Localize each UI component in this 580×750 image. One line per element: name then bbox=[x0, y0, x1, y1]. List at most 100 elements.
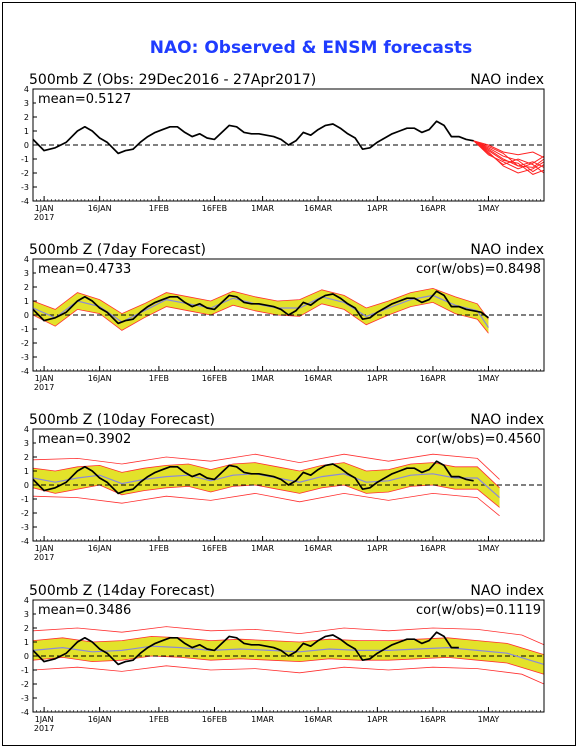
x-tick-label: 16APR bbox=[420, 715, 446, 724]
x-tick-label: 1APR bbox=[367, 715, 388, 724]
panel-left-label: 500mb Z (14day Forecast) bbox=[29, 583, 215, 599]
x-tick-label: 1MAR bbox=[251, 715, 274, 724]
x-tick-label: 1JAN bbox=[35, 204, 54, 213]
y-tick-label: 0 bbox=[24, 311, 29, 320]
observed-line bbox=[32, 460, 474, 495]
panel-left-label: 500mb Z (10day Forecast) bbox=[29, 412, 215, 428]
y-tick-label: -4 bbox=[21, 367, 29, 376]
y-tick-label: 2 bbox=[24, 624, 29, 633]
x-tick-label: 16APR bbox=[420, 204, 446, 213]
mean-label-bg bbox=[36, 261, 144, 276]
y-tick-label: -3 bbox=[21, 694, 29, 703]
y-tick-label: 4 bbox=[24, 255, 29, 264]
panel-left-label: 500mb Z (7day Forecast) bbox=[29, 242, 206, 258]
panel-3: 500mb Z (10day Forecast) NAO index 4 3 2 1 0 -1… bbox=[21, 412, 545, 562]
x-tick-label: 1MAY bbox=[478, 204, 500, 213]
y-tick-label: -3 bbox=[21, 353, 29, 362]
x-tick-label: 16APR bbox=[420, 374, 446, 383]
observed-line bbox=[32, 631, 459, 666]
mean-label: mean=0.4733 bbox=[38, 262, 131, 277]
mean-label: mean=0.5127 bbox=[38, 92, 131, 107]
x-tick-label: 1MAY bbox=[478, 715, 500, 724]
mean-label: mean=0.3486 bbox=[38, 603, 131, 618]
ensemble-member-line bbox=[473, 140, 545, 170]
x-year-label: 2017 bbox=[34, 724, 54, 733]
x-tick-label: 1FEB bbox=[149, 374, 169, 383]
y-tick-label: 3 bbox=[24, 439, 29, 448]
x-tick-label: 16FEB bbox=[202, 374, 227, 383]
spread-outer-upper-line bbox=[32, 626, 545, 646]
x-tick-label: 1JAN bbox=[35, 374, 54, 383]
x-tick-label: 16FEB bbox=[202, 204, 227, 213]
y-tick-label: 1 bbox=[24, 297, 29, 306]
x-tick-label: 1MAR bbox=[251, 544, 274, 553]
y-tick-label: -2 bbox=[21, 509, 29, 518]
x-tick-label: 16APR bbox=[420, 544, 446, 553]
chart-title: NAO: Observed & ENSM forecasts bbox=[150, 38, 472, 58]
x-tick-label: 16MAR bbox=[304, 204, 333, 213]
y-tick-label: 1 bbox=[24, 127, 29, 136]
x-tick-label: 1JAN bbox=[35, 715, 54, 724]
y-tick-label: -1 bbox=[21, 325, 29, 334]
y-tick-label: 0 bbox=[24, 652, 29, 661]
y-tick-label: 4 bbox=[24, 85, 29, 94]
observed-line bbox=[32, 290, 489, 325]
spread-band-lower-edge bbox=[32, 655, 545, 675]
y-tick-label: -4 bbox=[21, 708, 29, 717]
x-tick-label: 1APR bbox=[367, 544, 388, 553]
spread-band-upper-edge bbox=[32, 462, 500, 489]
x-year-label: 2017 bbox=[34, 553, 54, 562]
spread-band-lower-edge bbox=[32, 484, 500, 508]
x-tick-label: 16JAN bbox=[88, 204, 112, 213]
panel-left-label: 500mb Z (Obs: 29Dec2016 - 27Apr2017) bbox=[29, 72, 316, 88]
y-tick-label: -2 bbox=[21, 169, 29, 178]
ensemble-member-line bbox=[473, 140, 545, 159]
panel-right-label: NAO index bbox=[470, 72, 544, 88]
x-tick-label: 16FEB bbox=[202, 544, 227, 553]
spread-outer-upper-line bbox=[32, 453, 500, 480]
spread-band-upper-edge bbox=[32, 287, 489, 320]
y-tick-label: -3 bbox=[21, 183, 29, 192]
panel-4: 500mb Z (14day Forecast) NAO index 4 3 2 1 0 -1… bbox=[21, 583, 545, 733]
y-tick-label: -4 bbox=[21, 197, 29, 206]
y-tick-label: 3 bbox=[24, 610, 29, 619]
cor-label-bg bbox=[392, 602, 542, 617]
mean-label-bg bbox=[36, 602, 144, 617]
y-tick-label: 2 bbox=[24, 283, 29, 292]
y-tick-label: -2 bbox=[21, 339, 29, 348]
x-tick-label: 1FEB bbox=[149, 204, 169, 213]
y-tick-label: -4 bbox=[21, 537, 29, 546]
spread-outer-lower-line bbox=[32, 665, 545, 685]
x-tick-label: 16JAN bbox=[88, 374, 112, 383]
y-tick-label: 0 bbox=[24, 481, 29, 490]
panel-2: 500mb Z (7day Forecast) NAO index 4 3 2 1 0 -1 -… bbox=[21, 242, 545, 392]
x-tick-label: 16MAR bbox=[304, 715, 333, 724]
cor-label: cor(w/obs)=0.1119 bbox=[416, 603, 541, 618]
y-tick-label: 1 bbox=[24, 467, 29, 476]
x-tick-label: 1MAR bbox=[251, 374, 274, 383]
y-tick-label: 2 bbox=[24, 113, 29, 122]
x-year-label: 2017 bbox=[34, 213, 54, 222]
x-tick-label: 16FEB bbox=[202, 715, 227, 724]
x-tick-label: 1APR bbox=[367, 374, 388, 383]
y-tick-label: -1 bbox=[21, 495, 29, 504]
spread-band-lower-edge bbox=[32, 301, 489, 334]
y-tick-label: 2 bbox=[24, 453, 29, 462]
x-tick-label: 1JAN bbox=[35, 544, 54, 553]
cor-label-bg bbox=[392, 431, 542, 446]
mean-label: mean=0.3902 bbox=[38, 432, 131, 447]
x-tick-label: 1MAY bbox=[478, 374, 500, 383]
ensemble-member-line bbox=[473, 140, 545, 174]
mean-label-bg bbox=[36, 431, 144, 446]
x-tick-label: 1FEB bbox=[149, 715, 169, 724]
x-tick-label: 16JAN bbox=[88, 715, 112, 724]
y-tick-label: -3 bbox=[21, 523, 29, 532]
cor-label: cor(w/obs)=0.8498 bbox=[416, 262, 541, 277]
y-tick-label: 1 bbox=[24, 638, 29, 647]
x-tick-label: 1FEB bbox=[149, 544, 169, 553]
y-tick-label: 3 bbox=[24, 99, 29, 108]
spread-band-upper-edge bbox=[32, 635, 545, 655]
y-tick-label: 4 bbox=[24, 596, 29, 605]
x-tick-label: 1APR bbox=[367, 204, 388, 213]
